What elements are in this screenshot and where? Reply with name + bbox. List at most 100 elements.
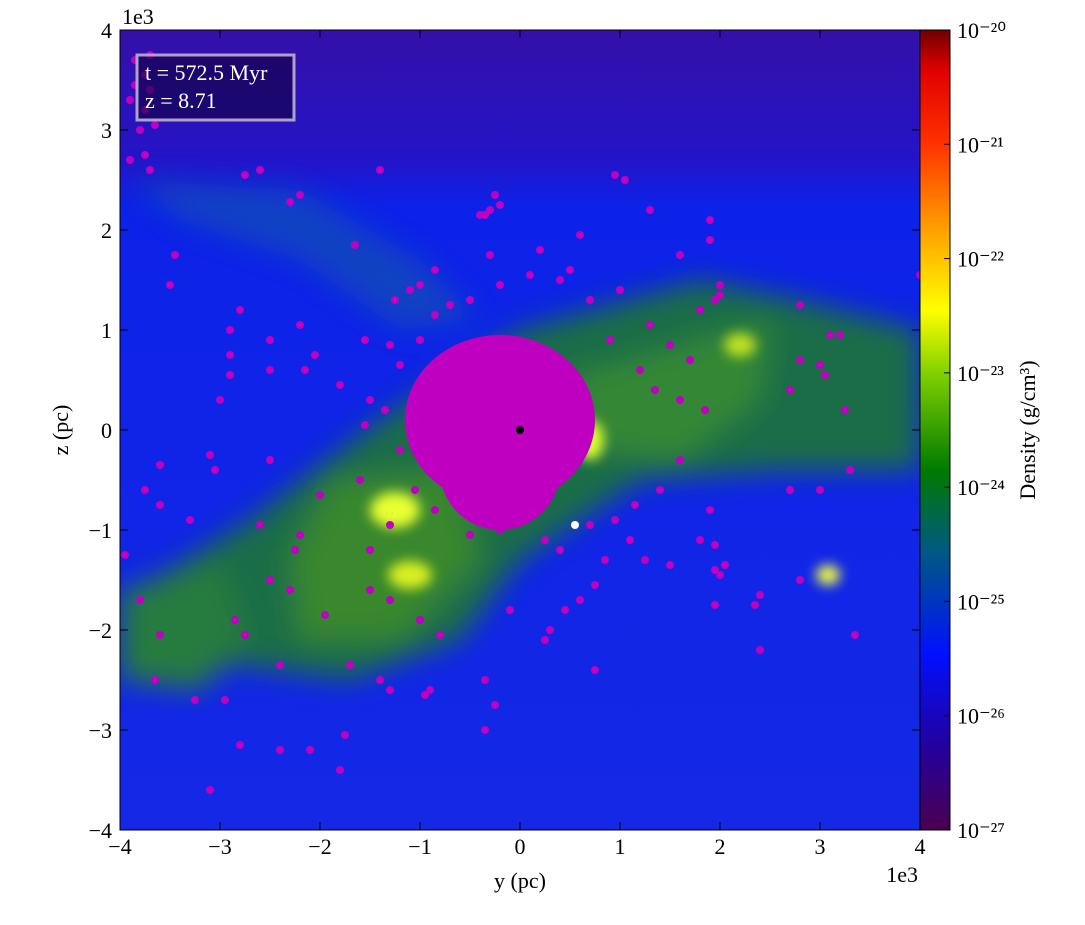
particle — [586, 521, 594, 529]
particle — [556, 546, 564, 554]
particle — [136, 596, 144, 604]
particle — [591, 666, 599, 674]
particle — [676, 456, 684, 464]
particle — [611, 171, 619, 179]
particle — [556, 276, 564, 284]
particle — [311, 351, 319, 359]
particle — [816, 361, 824, 369]
particle — [236, 741, 244, 749]
particle — [916, 271, 920, 279]
particle — [496, 281, 504, 289]
particle — [526, 271, 534, 279]
x-tick-label: 4 — [915, 834, 926, 859]
particle — [276, 746, 284, 754]
x-tick-label: −3 — [208, 834, 231, 859]
particle — [126, 96, 134, 104]
particle — [576, 231, 584, 239]
particle — [826, 331, 834, 339]
annotation-box — [135, 53, 296, 122]
particle — [431, 311, 439, 319]
particle — [751, 601, 759, 609]
particle — [611, 516, 619, 524]
particle — [156, 461, 164, 469]
particle — [706, 506, 714, 514]
y-axis-label: z (pc) — [48, 405, 73, 456]
particle — [121, 551, 129, 559]
colorbar-tick-label: 10⁻²⁶ — [957, 704, 1005, 729]
colorbar-tick-label: 10⁻²⁵ — [957, 589, 1005, 614]
particle — [576, 596, 584, 604]
particle — [496, 526, 504, 534]
particle — [361, 421, 369, 429]
particle — [536, 246, 544, 254]
particle — [491, 701, 499, 709]
particle — [546, 626, 554, 634]
particle — [626, 536, 634, 544]
particle — [151, 121, 159, 129]
particle — [666, 341, 674, 349]
particle — [541, 536, 549, 544]
x-tick-label: 3 — [815, 834, 826, 859]
particle — [126, 156, 134, 164]
particle — [411, 486, 419, 494]
y-tick-label: 0 — [101, 418, 112, 443]
particle — [336, 766, 344, 774]
x-tick-label: 0 — [515, 834, 526, 859]
particle — [276, 661, 284, 669]
y-tick-label: −4 — [89, 818, 112, 843]
particle — [481, 726, 489, 734]
y-tick-label: 1 — [101, 318, 112, 343]
particle — [156, 501, 164, 509]
colorbar-label: Density (g/cm³) — [1015, 360, 1040, 499]
particle — [506, 606, 514, 614]
particle — [136, 126, 144, 134]
particle — [376, 166, 384, 174]
colorbar-tick-label: 10⁻²¹ — [957, 132, 1004, 157]
particle — [286, 586, 294, 594]
particle — [701, 406, 709, 414]
particle — [841, 406, 849, 414]
colorbar-tick-label: 10⁻²² — [957, 247, 1004, 272]
particle — [356, 476, 364, 484]
particle — [796, 301, 804, 309]
particle — [426, 686, 434, 694]
x-tick-label: −2 — [308, 834, 331, 859]
particle — [786, 486, 794, 494]
particle — [361, 336, 369, 344]
particle — [211, 466, 219, 474]
particle — [631, 501, 639, 509]
particle — [166, 281, 174, 289]
annotation: t = 572.5 Myr — [145, 60, 268, 85]
particle — [221, 696, 229, 704]
colorbar-tick-label: 10⁻²⁷ — [957, 818, 1005, 843]
x-axis-label: y (pc) — [494, 868, 546, 893]
particle — [486, 206, 494, 214]
particle — [636, 366, 644, 374]
particle — [846, 466, 854, 474]
annotation: z = 8.71 — [145, 88, 217, 113]
y-offset-label: 1e3 — [122, 4, 154, 29]
particle — [571, 521, 579, 529]
particle — [376, 676, 384, 684]
particle — [421, 691, 429, 699]
particle — [296, 321, 304, 329]
particle — [476, 211, 484, 219]
particle — [541, 636, 549, 644]
particle — [466, 531, 474, 539]
particle — [706, 236, 714, 244]
particle — [351, 241, 359, 249]
particle — [621, 176, 629, 184]
particle — [651, 386, 659, 394]
particle — [676, 396, 684, 404]
particle — [756, 646, 764, 654]
particle — [821, 371, 829, 379]
particle — [696, 306, 704, 314]
particle — [296, 191, 304, 199]
particle — [606, 336, 614, 344]
particle — [291, 546, 299, 554]
colorbar-tick-label: 10⁻²⁰ — [957, 18, 1006, 43]
y-tick-label: 2 — [101, 218, 112, 243]
y-tick-label: −3 — [89, 718, 112, 743]
particle — [226, 326, 234, 334]
particle — [151, 676, 159, 684]
